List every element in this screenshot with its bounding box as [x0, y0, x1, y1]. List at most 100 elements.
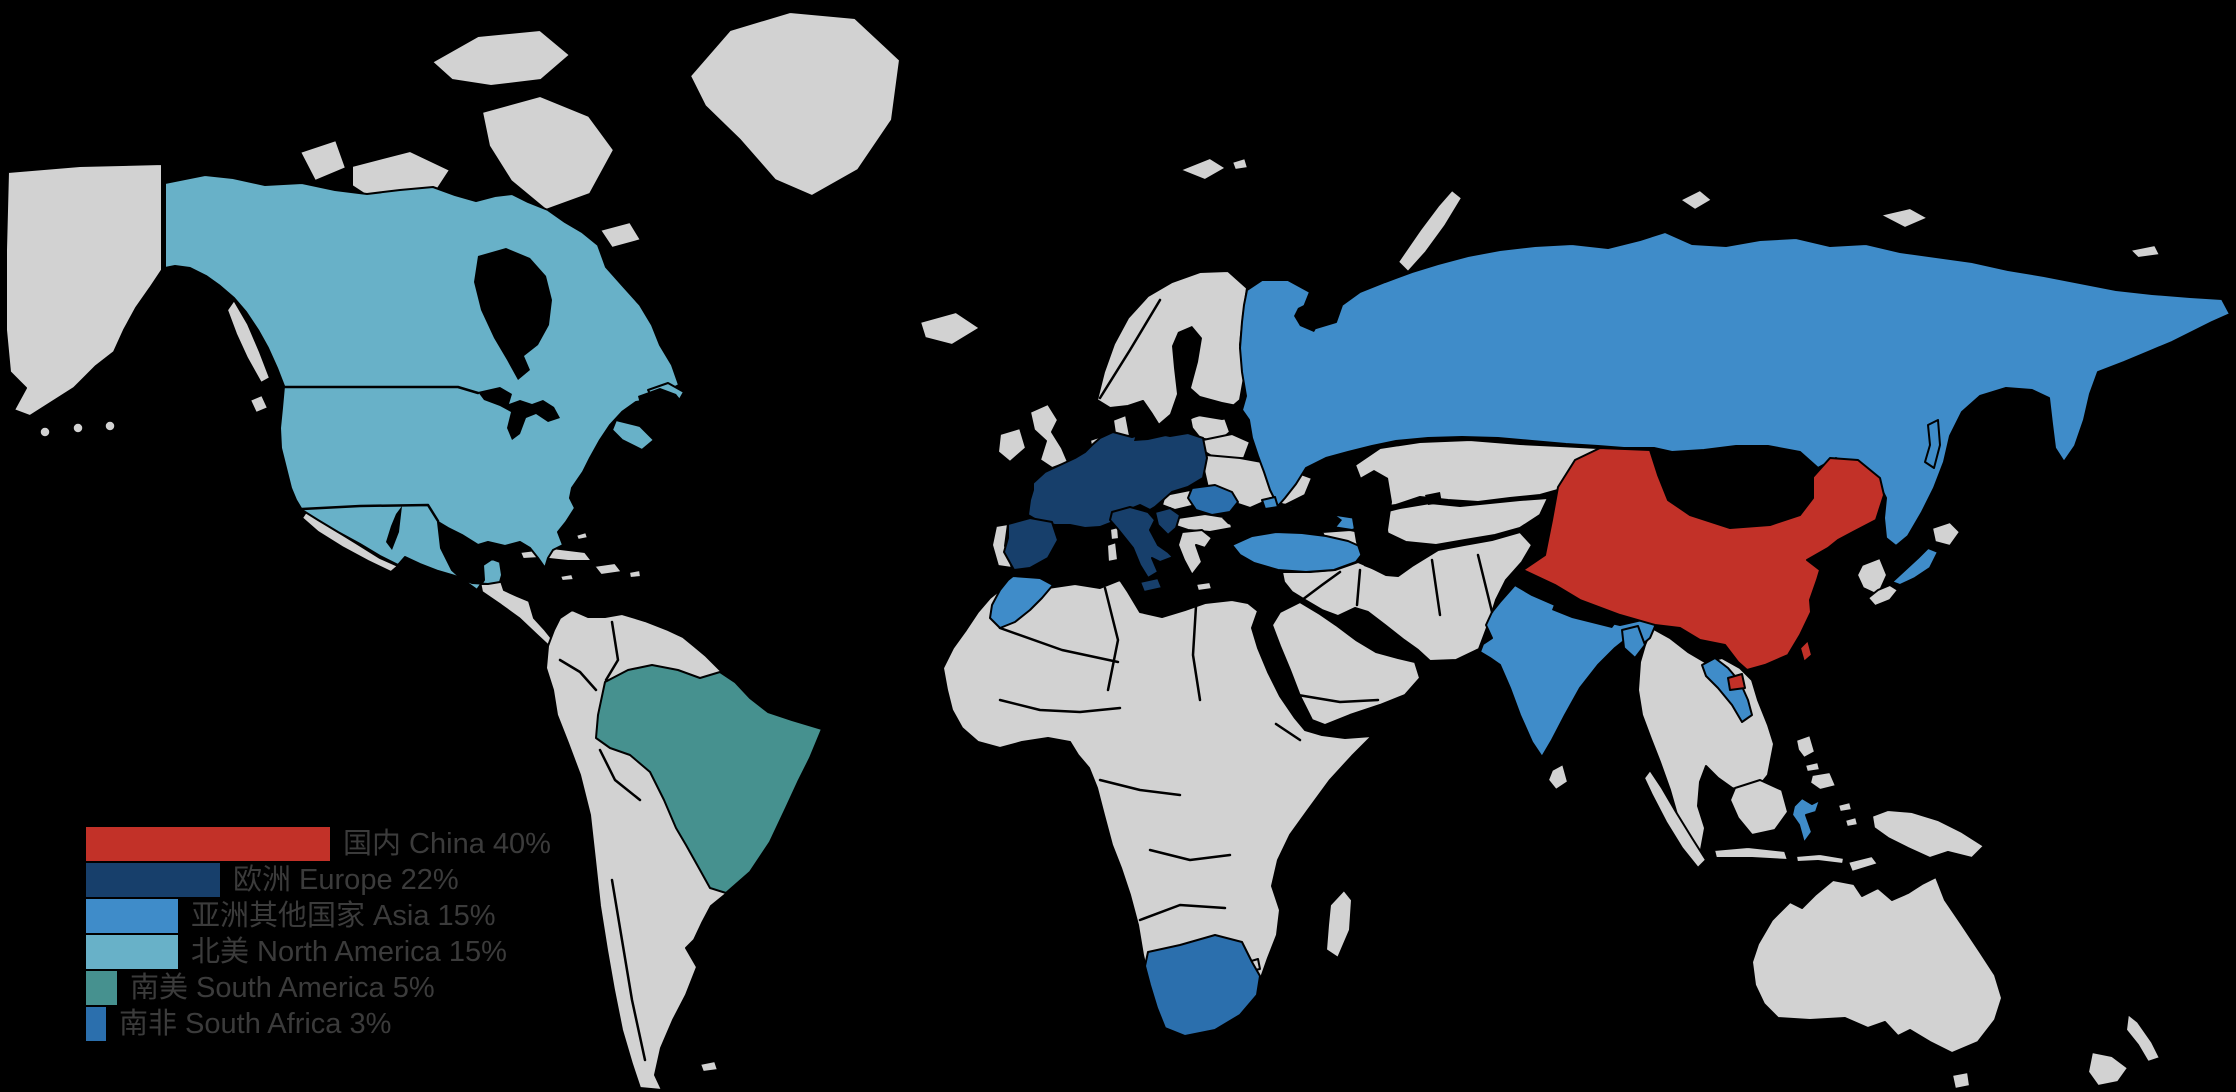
region-puerto-rico — [628, 569, 642, 579]
region-corsica — [1109, 526, 1120, 541]
legend-item-north-america: 北美 North America 15% — [86, 934, 551, 970]
region-timor — [1847, 855, 1879, 873]
region-bangladesh — [1621, 625, 1646, 659]
legend-label-south-africa: 南非 South Africa 3% — [119, 1008, 392, 1040]
region-svalbard-1 — [1179, 157, 1227, 181]
legend-bar-europe — [86, 863, 220, 897]
region-sardinia — [1106, 541, 1119, 563]
sea-overlays — [386, 248, 1618, 628]
region-brazil — [595, 664, 823, 894]
region-vancouver-island — [249, 394, 269, 414]
white-sea — [1294, 300, 1324, 332]
region-ellesmere-island — [431, 29, 571, 87]
region-china — [1522, 447, 1885, 671]
region-europe-core — [1027, 431, 1208, 529]
region-java — [1713, 846, 1789, 861]
region-arabia — [1271, 601, 1421, 726]
region-balkans-highlight — [1154, 507, 1181, 536]
region-honshu — [1891, 547, 1939, 586]
region-morocco — [989, 575, 1054, 629]
legend-label-europe: 欧洲 Europe 22% — [233, 864, 459, 896]
region-alaska — [5, 163, 163, 417]
region-moluccas-2 — [1844, 816, 1859, 828]
aral-sea — [1425, 492, 1442, 505]
region-serbia-bulgaria — [1175, 513, 1233, 533]
region-central-asia — [1371, 497, 1549, 546]
region-ireland — [997, 427, 1027, 463]
legend-label-south-america: 南美 South America 5% — [130, 972, 435, 1004]
region-russia — [1239, 231, 2231, 547]
region-novaya-zemlya — [1397, 189, 1463, 273]
caspian-sea — [1351, 470, 1393, 572]
region-hokkaido — [1931, 521, 1961, 547]
region-borneo — [1729, 779, 1789, 836]
region-sakhalin — [1924, 419, 1941, 469]
region-new-zealand-north — [2125, 1013, 2161, 1063]
region-jamaica — [559, 573, 575, 582]
region-luzon — [1795, 734, 1816, 759]
region-sri-lanka — [1547, 763, 1569, 791]
region-alaska-panhandle — [226, 299, 271, 384]
border-norway-sweden — [1098, 298, 1162, 400]
region-tasmania — [1951, 1071, 1971, 1090]
region-greenland — [689, 11, 901, 197]
region-italy — [1109, 506, 1174, 579]
region-australia — [1751, 876, 2003, 1054]
europe-group — [1003, 431, 1208, 593]
region-severnaya-zemlya — [1679, 189, 1713, 211]
region-moluccas-1 — [1837, 801, 1853, 813]
region-hispaniola — [593, 562, 623, 576]
legend-item-europe: 欧洲 Europe 22% — [86, 862, 551, 898]
borders-middle-east — [1296, 553, 1494, 704]
region-laos — [1701, 657, 1753, 723]
region-hainan — [1727, 673, 1746, 691]
baltic-sea — [1134, 326, 1244, 441]
region-baffin-island — [481, 95, 615, 211]
region-visayas — [1804, 761, 1821, 773]
legend-label-asia: 亚洲其他国家 Asia 15% — [191, 900, 496, 932]
region-sulawesi — [1791, 797, 1821, 844]
region-crete — [1195, 581, 1213, 592]
region-new-guinea — [1871, 809, 1985, 859]
legend-item-asia: 亚洲其他国家 Asia 15% — [86, 898, 551, 934]
gray-land-group — [5, 11, 2161, 1091]
region-falklands — [699, 1060, 719, 1073]
north-america-group — [164, 174, 685, 591]
legend-bar-south-america — [86, 971, 117, 1005]
region-mindanao — [1809, 771, 1837, 791]
border-lines — [282, 298, 1494, 1062]
border-us-mexico — [300, 503, 440, 523]
region-aleutian-3 — [104, 420, 116, 432]
legend-bar-north-america — [86, 935, 178, 969]
region-svalbard-2 — [1231, 157, 1249, 171]
nepal-gap — [1552, 602, 1618, 628]
region-romania — [1187, 484, 1239, 516]
region-south-africa — [1144, 934, 1261, 1037]
region-japan-south — [1867, 584, 1899, 607]
legend-item-south-america: 南美 South America 5% — [86, 970, 551, 1006]
region-canada-usa-mexico — [164, 174, 680, 591]
borders-south-america — [558, 620, 647, 1062]
borders-africa — [998, 586, 1302, 922]
region-spain — [1003, 517, 1059, 571]
region-lesser-sunda — [1795, 853, 1845, 865]
gulf-of-st-lawrence — [638, 388, 684, 412]
legend-bar-china — [86, 827, 330, 861]
region-middle-east — [1281, 531, 1533, 662]
region-new-siberian-islands — [1879, 207, 1929, 229]
region-maritimes — [611, 419, 655, 451]
hudson-bay — [474, 248, 552, 380]
region-sumatra — [1643, 769, 1707, 869]
gulf-of-california — [386, 506, 402, 550]
legend-item-south-africa: 南非 South Africa 3% — [86, 1006, 551, 1042]
region-greece — [1177, 529, 1213, 576]
legend-bar-asia — [86, 899, 178, 933]
legend-item-china: 国内 China 40% — [86, 826, 551, 862]
region-arctic-islet — [599, 221, 642, 249]
region-great-britain — [1029, 403, 1069, 469]
region-madagascar — [1325, 889, 1353, 959]
region-aleutian-2 — [72, 422, 84, 434]
region-iceland — [919, 311, 981, 346]
region-africa — [942, 579, 1373, 1037]
region-wrangel — [2129, 244, 2161, 259]
